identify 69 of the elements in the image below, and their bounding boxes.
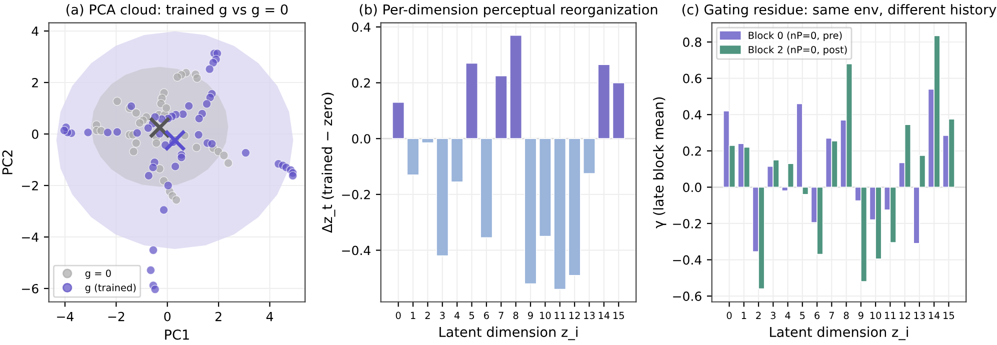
y-tick-label: 0.6 [683, 74, 702, 84]
x-tick-label: 11 [885, 312, 896, 319]
chart-title: (c) Gating residue: same env, different history [682, 4, 996, 18]
x-tick-label: 8 [513, 312, 518, 320]
x-tick-label: −2 [108, 312, 124, 322]
y-tick-label: 0 [32, 129, 38, 139]
x-tick-label: 12 [569, 312, 580, 319]
y-tick-label: 4 [32, 26, 38, 36]
x-tick-label: 14 [928, 312, 940, 319]
x-tick-label: 15 [613, 312, 624, 320]
chart-title: (b) Per-dimension perceptual reorganization [360, 4, 658, 18]
x-tick-label: −4 [57, 312, 74, 322]
y-tick-label: 0.0 [352, 134, 370, 144]
x-tick-label: 5 [469, 312, 474, 320]
x-tick-label: 6 [814, 312, 820, 320]
y-tick-label: −0.2 [342, 190, 370, 200]
y-tick-label: 0.2 [352, 78, 370, 88]
x-axis-title: PC1 [165, 329, 189, 340]
x-tick-label: 11 [554, 312, 566, 319]
x-tick-label: 4 [785, 312, 790, 319]
y-tick-label: 0.4 [683, 110, 702, 120]
legend-label: Block 0 (nP=0, pre) [748, 32, 842, 41]
x-tick-label: 3 [440, 312, 445, 320]
y-tick-label: −0.4 [673, 255, 702, 265]
x-tick-label: 4 [266, 312, 274, 322]
x-axis-title: Latent dimension z_i [770, 326, 908, 340]
y-tick-label: −0.2 [673, 218, 701, 228]
x-tick-label: 3 [770, 312, 776, 320]
x-tick-label: 13 [584, 312, 595, 320]
x-axis-title: Latent dimension z_i [440, 326, 578, 340]
chart-title: (a) PCA cloud: trained g vs g = 0 [66, 4, 288, 18]
x-tick-label: 6 [484, 312, 489, 320]
x-tick-label: 0 [396, 312, 401, 320]
y-tick-label: −4 [22, 232, 38, 242]
y-tick-label: −2 [22, 180, 38, 190]
x-tick-label: 1 [742, 312, 746, 319]
legend-label: g (trained) [85, 284, 136, 294]
x-tick-label: 12 [900, 312, 910, 319]
x-tick-label: 4 [454, 312, 460, 319]
x-tick-label: 0 [164, 312, 171, 322]
x-tick-label: 0 [726, 312, 732, 320]
legend-label: Block 2 (nP=0, post) [748, 46, 847, 56]
x-tick-label: 2 [756, 312, 761, 319]
y-tick-label: 0.4 [352, 22, 370, 32]
x-tick-label: 5 [800, 312, 805, 320]
x-tick-label: 8 [844, 312, 849, 320]
x-tick-label: 7 [498, 312, 504, 319]
y-tick-label: 0.8 [683, 37, 702, 47]
y-axis-title: γ (late block mean) [653, 97, 666, 228]
x-tick-label: 9 [528, 312, 533, 320]
x-tick-label: 2 [425, 312, 430, 319]
y-tick-label: 0.0 [683, 182, 702, 192]
x-tick-label: 13 [914, 312, 925, 320]
x-tick-label: 9 [858, 312, 864, 320]
y-axis-title: Δz_t (trained − zero) [322, 92, 336, 233]
x-tick-label: 10 [870, 312, 882, 320]
x-tick-label: 2 [216, 312, 222, 322]
x-tick-label: 1 [410, 312, 416, 319]
x-tick-label: 14 [598, 312, 610, 319]
y-axis-title: PC2 [2, 150, 13, 174]
y-tick-label: −6 [22, 284, 38, 294]
y-tick-label: −0.4 [342, 246, 370, 256]
y-tick-label: −0.6 [673, 292, 702, 301]
x-tick-label: 7 [829, 312, 834, 319]
y-tick-label: 0.2 [683, 146, 701, 156]
x-tick-label: 10 [540, 312, 551, 320]
y-tick-label: 2 [32, 78, 38, 88]
x-tick-label: 15 [944, 312, 954, 320]
legend-label: g = 0 [85, 270, 111, 279]
